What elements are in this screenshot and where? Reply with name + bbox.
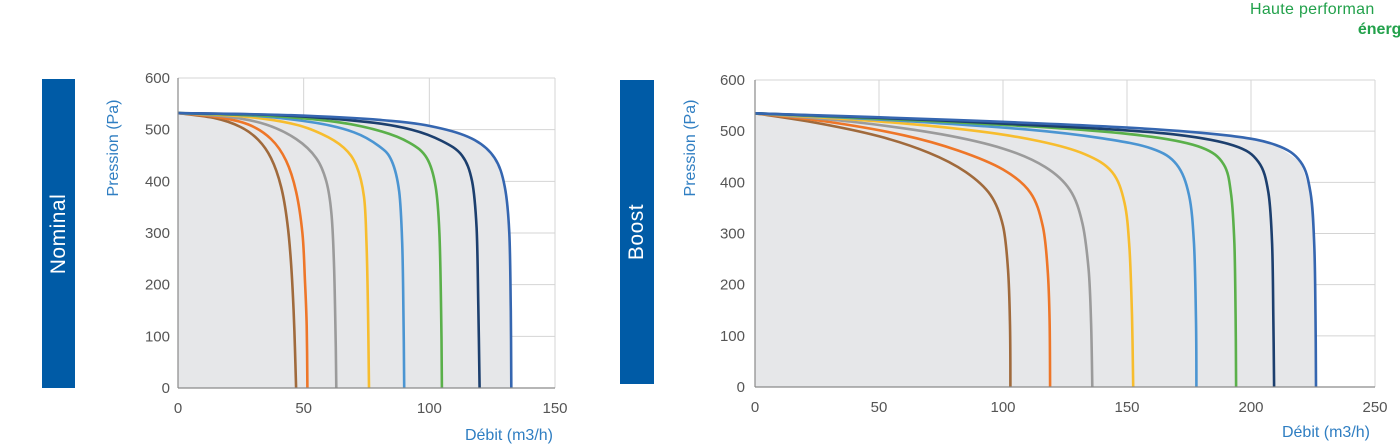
- boost-x-axis-title: Débit (m3/h): [1282, 424, 1370, 441]
- boost-x-tick-label: 0: [751, 399, 759, 416]
- boost-x-tick-label: 150: [1114, 399, 1139, 416]
- boost-shaded-area: [755, 113, 1316, 388]
- boost-y-tick-label: 300: [720, 226, 745, 243]
- nominal-y-tick-label: 200: [145, 277, 170, 294]
- nominal-shaded-area: [178, 113, 512, 388]
- boost-y-tick-label: 600: [720, 72, 745, 89]
- nominal-x-tick-label: 150: [542, 400, 567, 417]
- nominal-series-line-3: [177, 111, 338, 389]
- boost-x-tick-label: 100: [990, 399, 1015, 416]
- boost-series-line-2: [754, 112, 1052, 388]
- nominal-y-tick-label: 400: [145, 173, 170, 190]
- boost-series-line-8: [754, 112, 1318, 388]
- nominal-series-line-1: [177, 111, 298, 389]
- nominal-series-line-6: [177, 111, 444, 389]
- boost-y-tick-label: 200: [720, 277, 745, 294]
- nominal-y-tick-label: 100: [145, 328, 170, 345]
- boost-series-line-4: [754, 112, 1135, 388]
- boost-y-tick-label: 100: [720, 328, 745, 345]
- brand-line-2: énergétique: [1357, 21, 1400, 38]
- nominal-y-tick-label: 500: [145, 122, 170, 139]
- nominal-series-line-2: [177, 111, 309, 389]
- boost-y-tick-label: 400: [720, 174, 745, 191]
- boost-x-tick-label: 200: [1238, 399, 1263, 416]
- nominal-x-tick-label: 100: [417, 400, 442, 417]
- nominal-y-tick-label: 300: [145, 225, 170, 242]
- nominal-x-tick-label: 50: [295, 400, 312, 417]
- nominal-x-axis-title: Débit (m3/h): [465, 427, 553, 444]
- brand-line-1: Haute performan: [1250, 1, 1375, 18]
- nominal-x-tick-label: 0: [174, 400, 182, 417]
- nominal-y-tick-label: 600: [145, 70, 170, 87]
- nominal-y-axis-title: Pression (Pa): [105, 100, 122, 197]
- nominal-tab: Nominal: [42, 79, 75, 388]
- nominal-series-line-8: [177, 111, 513, 389]
- boost-tab: Boost: [620, 80, 654, 384]
- boost-series-line-3: [754, 112, 1094, 388]
- boost-y-axis-title: Pression (Pa): [682, 100, 699, 197]
- boost-y-tick-label: 500: [720, 123, 745, 140]
- boost-series-line-5: [754, 112, 1198, 388]
- nominal-y-tick-label: 0: [162, 380, 170, 397]
- brand-tagline: Haute performan énergétique: [1200, 0, 1400, 44]
- boost-y-tick-label: 0: [737, 379, 745, 396]
- boost-series-line-1: [754, 112, 1012, 388]
- boost-x-tick-label: 250: [1362, 399, 1387, 416]
- boost-x-tick-label: 50: [871, 399, 888, 416]
- nominal-series-line-4: [177, 111, 371, 389]
- nominal-series-line-5: [177, 111, 406, 389]
